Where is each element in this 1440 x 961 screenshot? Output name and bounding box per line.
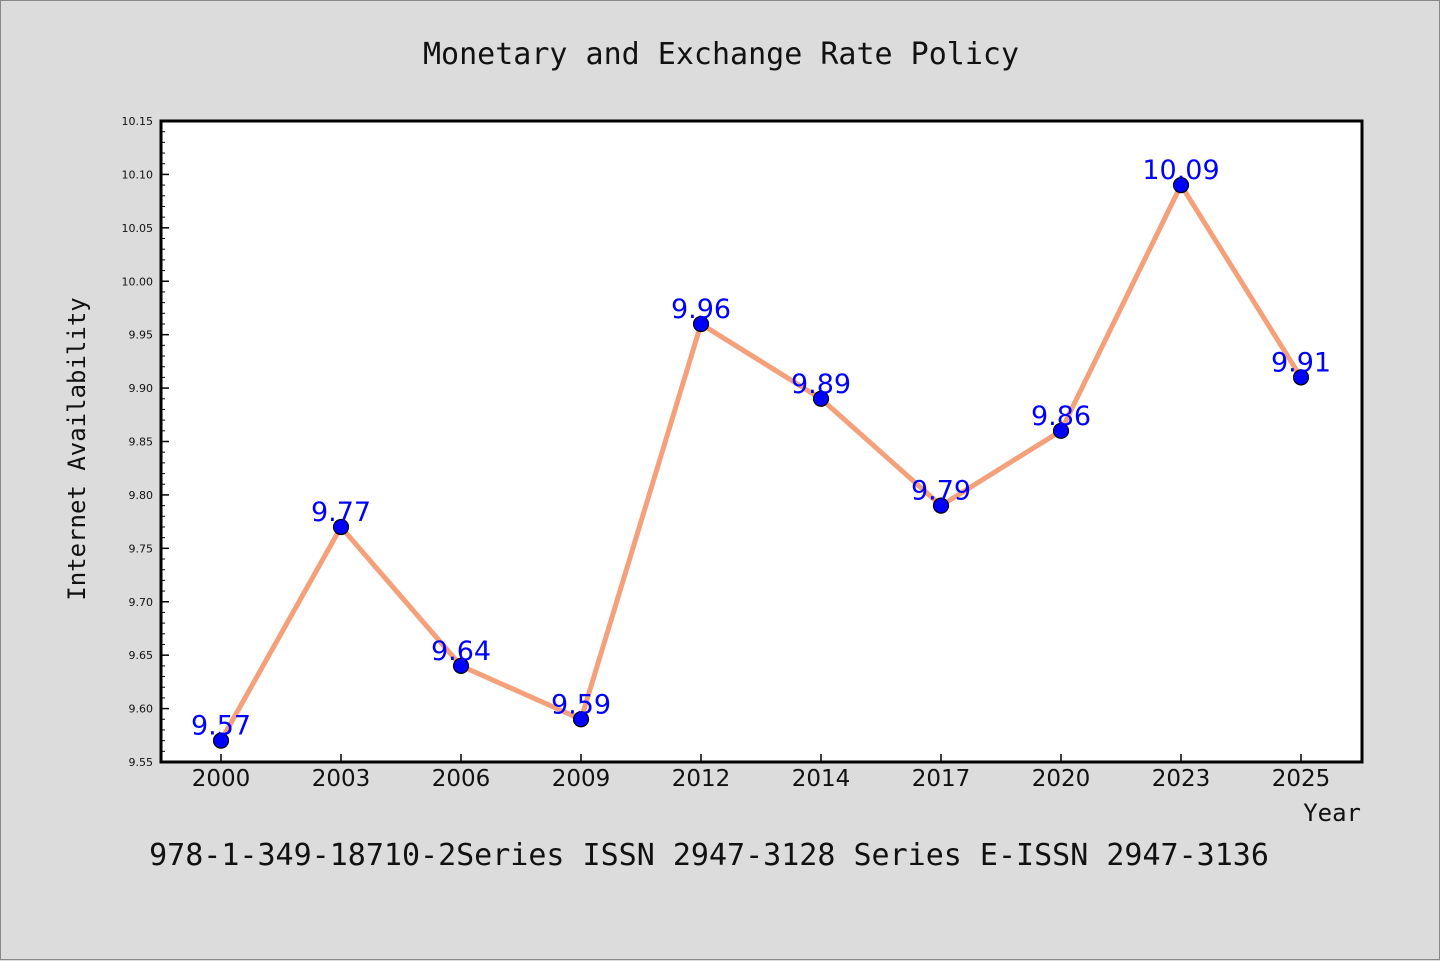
series-line-group xyxy=(218,182,1304,744)
x-tick-label: 2009 xyxy=(552,766,611,792)
x-tick-label: 2006 xyxy=(432,766,491,792)
data-point xyxy=(212,732,230,749)
y-tick-label: 9.95 xyxy=(129,329,154,342)
x-tick-label: 2025 xyxy=(1272,766,1331,792)
y-tick-label: 9.85 xyxy=(129,436,154,449)
x-tick-label: 2003 xyxy=(312,766,371,792)
data-point xyxy=(332,518,350,536)
y-tick-label: 9.65 xyxy=(129,649,154,662)
data-label: 9.86 xyxy=(1031,401,1091,432)
x-axis-label: Year xyxy=(1303,799,1361,827)
y-tick-label: 10.10 xyxy=(122,168,154,181)
y-tick-label: 9.80 xyxy=(129,489,154,502)
chart-title: Monetary and Exchange Rate Policy xyxy=(423,37,1019,72)
data-point xyxy=(1172,177,1190,194)
y-tick-label: 9.90 xyxy=(129,382,154,395)
y-axis-label: Internet Availability xyxy=(63,297,91,600)
y-tick-label: 10.00 xyxy=(122,275,154,288)
plot-area xyxy=(159,119,1364,764)
data-point xyxy=(572,711,590,728)
data-point xyxy=(812,390,830,407)
y-tick-label: 10.15 xyxy=(122,115,154,128)
data-label: 9.59 xyxy=(551,689,611,720)
caption-text: 978-1-349-18710-2Series ISSN 2947-3128 S… xyxy=(149,838,1269,873)
y-tick-label: 9.55 xyxy=(129,756,154,769)
data-point xyxy=(692,315,710,333)
data-label: 9.79 xyxy=(911,476,971,507)
x-tick-label: 2012 xyxy=(672,766,731,792)
x-tick-label: 2020 xyxy=(1032,766,1091,792)
y-tick-label: 9.70 xyxy=(129,596,154,609)
y-axis-tick-labels: 9.55 9.60 9.65 9.70 9.75 9.80 9.85 9.90 9.95 10.0… xyxy=(122,115,154,769)
data-label: 9.64 xyxy=(431,636,491,667)
data-label: 10.09 xyxy=(1142,155,1219,186)
data-point xyxy=(1292,369,1310,386)
data-label: 9.91 xyxy=(1271,347,1331,378)
y-tick-label: 10.05 xyxy=(122,222,154,235)
data-labels: 9.57 9.77 9.64 9.59 9.96 9.89 9.79 9.86 10.09 9.9… xyxy=(191,155,1331,742)
y-tick-label: 9.60 xyxy=(129,703,154,716)
x-axis-tick-labels: 2000 2003 2006 2009 2012 2014 2017 2020 2023 2025 xyxy=(192,766,1331,792)
x-axis-ticks xyxy=(220,754,1302,762)
y-axis-ticks xyxy=(161,120,169,763)
series-line xyxy=(218,182,1304,744)
data-point xyxy=(1052,422,1070,439)
data-label: 9.96 xyxy=(671,294,731,325)
x-tick-label: 2023 xyxy=(1152,766,1211,792)
x-tick-label: 2017 xyxy=(912,766,971,792)
data-markers xyxy=(212,177,1310,749)
data-point xyxy=(932,497,950,514)
x-tick-label: 2014 xyxy=(792,766,851,792)
data-point xyxy=(452,657,470,674)
x-tick-label: 2000 xyxy=(192,766,251,792)
y-tick-label: 9.75 xyxy=(129,542,154,555)
data-label: 9.77 xyxy=(311,497,371,528)
data-label: 9.57 xyxy=(191,711,251,742)
data-label: 9.89 xyxy=(791,369,851,400)
